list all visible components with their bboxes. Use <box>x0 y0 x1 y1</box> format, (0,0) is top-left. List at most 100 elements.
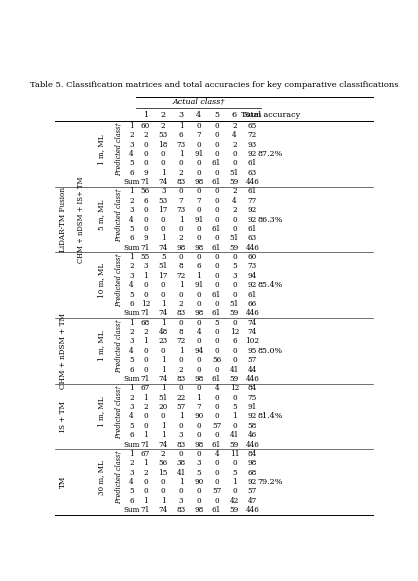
Text: 0: 0 <box>214 460 219 467</box>
Text: 61: 61 <box>247 290 257 299</box>
Text: Total accuracy: Total accuracy <box>240 112 300 119</box>
Text: 446: 446 <box>245 178 259 186</box>
Text: 0: 0 <box>214 300 219 308</box>
Text: 91: 91 <box>194 281 204 289</box>
Text: 0: 0 <box>196 206 201 214</box>
Text: 17: 17 <box>158 206 168 214</box>
Text: 56: 56 <box>141 188 150 195</box>
Text: 95: 95 <box>247 347 257 355</box>
Text: 38: 38 <box>176 460 186 467</box>
Text: Actual class†: Actual class† <box>173 98 225 106</box>
Text: 0: 0 <box>232 225 237 233</box>
Text: 0: 0 <box>196 253 201 261</box>
Text: 1: 1 <box>143 431 148 439</box>
Text: 1: 1 <box>196 272 201 280</box>
Text: 1: 1 <box>143 460 148 467</box>
Text: 0: 0 <box>196 141 201 149</box>
Text: 53: 53 <box>159 197 168 205</box>
Text: 93: 93 <box>248 141 257 149</box>
Text: 0: 0 <box>179 159 184 167</box>
Text: 4: 4 <box>129 347 134 355</box>
Text: 48: 48 <box>158 328 168 336</box>
Text: 12: 12 <box>230 328 239 336</box>
Text: 0: 0 <box>232 281 237 289</box>
Text: 0: 0 <box>196 497 201 505</box>
Text: 3: 3 <box>129 141 134 149</box>
Text: 61: 61 <box>247 188 257 195</box>
Text: 0: 0 <box>143 413 148 421</box>
Text: 4: 4 <box>129 413 134 421</box>
Text: 1: 1 <box>129 253 134 261</box>
Text: Predicted class†: Predicted class† <box>115 450 122 504</box>
Text: 1: 1 <box>232 413 237 421</box>
Text: 66: 66 <box>247 300 257 308</box>
Text: 2: 2 <box>161 450 166 458</box>
Text: 98: 98 <box>194 506 204 514</box>
Text: 61: 61 <box>212 225 222 233</box>
Text: 0: 0 <box>179 356 184 364</box>
Text: 0: 0 <box>161 347 166 355</box>
Text: 2: 2 <box>179 300 184 308</box>
Text: 0: 0 <box>161 413 166 421</box>
Text: 2: 2 <box>232 188 237 195</box>
Text: 0: 0 <box>232 159 237 167</box>
Text: 87.2%: 87.2% <box>257 150 283 158</box>
Text: 3: 3 <box>179 431 183 439</box>
Text: 72: 72 <box>176 272 186 280</box>
Text: 0: 0 <box>143 422 148 430</box>
Text: Predicted class†: Predicted class† <box>115 320 122 373</box>
Text: 91: 91 <box>247 403 257 411</box>
Text: 0: 0 <box>232 356 237 364</box>
Text: 2: 2 <box>129 328 134 336</box>
Text: 4: 4 <box>196 328 201 336</box>
Text: 4: 4 <box>196 112 201 119</box>
Text: 51: 51 <box>230 168 239 177</box>
Text: 3: 3 <box>129 403 134 411</box>
Text: 0: 0 <box>143 141 148 149</box>
Text: 2: 2 <box>161 112 166 119</box>
Text: 84: 84 <box>247 384 257 392</box>
Text: 6: 6 <box>129 300 134 308</box>
Text: 0: 0 <box>196 234 201 242</box>
Text: 0: 0 <box>143 290 148 299</box>
Text: 92: 92 <box>247 150 257 158</box>
Text: 0: 0 <box>214 281 219 289</box>
Text: 2: 2 <box>129 263 134 271</box>
Text: 0: 0 <box>179 188 184 195</box>
Text: 0: 0 <box>214 216 219 224</box>
Text: 0: 0 <box>196 300 201 308</box>
Text: Sum: Sum <box>123 243 140 252</box>
Text: 59: 59 <box>230 178 239 186</box>
Text: 2: 2 <box>129 460 134 467</box>
Text: 41: 41 <box>176 469 186 476</box>
Text: 0: 0 <box>196 159 201 167</box>
Text: 46: 46 <box>247 431 257 439</box>
Text: 20: 20 <box>158 403 168 411</box>
Text: 1: 1 <box>161 431 166 439</box>
Text: 5: 5 <box>232 263 237 271</box>
Text: 0: 0 <box>196 450 201 458</box>
Text: 0: 0 <box>214 338 219 346</box>
Text: 83: 83 <box>176 506 186 514</box>
Text: 0: 0 <box>196 431 201 439</box>
Text: 0: 0 <box>179 253 184 261</box>
Text: 67: 67 <box>141 450 150 458</box>
Text: 1: 1 <box>178 413 184 421</box>
Text: 0: 0 <box>179 487 184 496</box>
Text: 2: 2 <box>143 131 148 139</box>
Text: 71: 71 <box>141 440 150 449</box>
Text: 5: 5 <box>129 159 134 167</box>
Text: TM: TM <box>59 476 67 488</box>
Text: 6: 6 <box>143 197 148 205</box>
Text: 1: 1 <box>143 394 148 401</box>
Text: 75: 75 <box>247 394 257 401</box>
Text: 74: 74 <box>158 243 168 252</box>
Text: 98: 98 <box>194 243 204 252</box>
Text: 0: 0 <box>143 356 148 364</box>
Text: 0: 0 <box>143 225 148 233</box>
Text: 2: 2 <box>232 141 237 149</box>
Text: 0: 0 <box>232 253 237 261</box>
Text: 98: 98 <box>194 178 204 186</box>
Text: 2: 2 <box>143 403 148 411</box>
Text: 1: 1 <box>161 497 166 505</box>
